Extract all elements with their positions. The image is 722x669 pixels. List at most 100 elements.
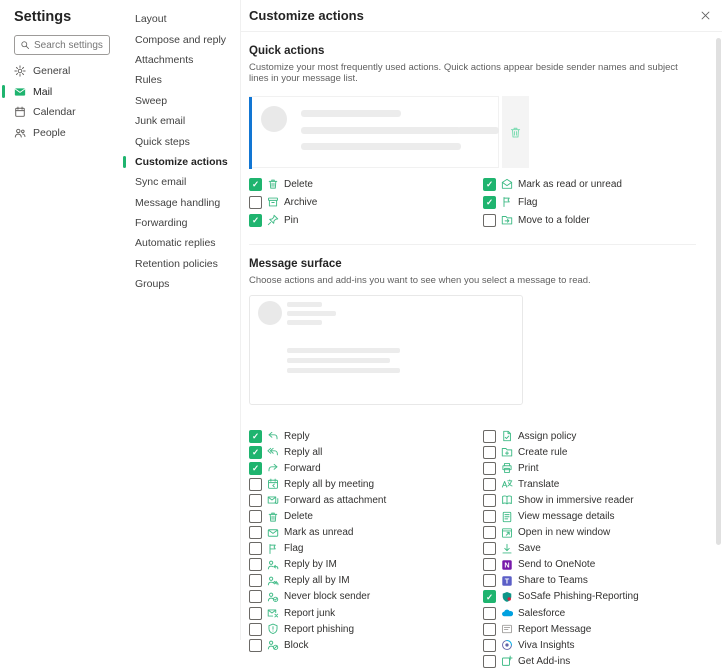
flag-icon (267, 543, 279, 555)
checkbox-label: Show in immersive reader (518, 494, 634, 506)
subnav-item[interactable]: Compose and reply (120, 29, 240, 49)
avatar (261, 106, 287, 132)
checkbox[interactable] (483, 558, 496, 572)
subnav-item[interactable]: Forwarding (120, 213, 240, 233)
checkbox[interactable] (483, 195, 496, 209)
checkbox[interactable] (483, 542, 496, 556)
message-surface-options: Reply Reply all Forward Reply all by mee… (249, 428, 696, 669)
checkbox[interactable] (249, 622, 262, 636)
checkbox-row: SoSafe Phishing-Reporting (483, 589, 696, 605)
checkbox[interactable] (249, 213, 262, 227)
checkbox[interactable] (483, 213, 496, 227)
meeting-icon (267, 478, 279, 490)
checkbox-row: Reply all by IM (249, 573, 483, 589)
checkbox-label: Archive (284, 196, 318, 208)
settings-sidebar: Settings General Mail Calendar People (0, 0, 120, 640)
subnav-item-label: Forwarding (135, 217, 188, 230)
checkbox[interactable] (483, 638, 496, 652)
checkbox[interactable] (483, 590, 496, 604)
sidebar-item[interactable]: Mail (0, 82, 120, 103)
checkbox-row: Translate (483, 476, 696, 492)
checkbox-row: Mark as read or unread (483, 175, 696, 193)
checkbox[interactable] (483, 622, 496, 636)
checkbox[interactable] (249, 177, 262, 191)
checkbox[interactable] (483, 606, 496, 620)
illustration-selection-bar (249, 97, 252, 169)
checkbox[interactable] (483, 461, 496, 475)
checkbox[interactable] (483, 493, 496, 507)
subnav-item[interactable]: Sweep (120, 91, 240, 111)
checkbox[interactable] (249, 606, 262, 620)
scrollbar-thumb[interactable] (716, 38, 721, 545)
checkbox[interactable] (483, 177, 496, 191)
subnav-item[interactable]: Rules (120, 70, 240, 90)
checkbox[interactable] (483, 654, 496, 668)
sidebar-item[interactable]: People (0, 123, 120, 144)
subnav-item[interactable]: Message handling (120, 193, 240, 213)
checkbox-label: Reply (284, 430, 310, 442)
checkbox[interactable] (483, 445, 496, 459)
subnav-item-label: Sync email (135, 176, 187, 189)
sidebar-item-label: People (33, 126, 66, 139)
checkbox-row: Get Add-ins (483, 653, 696, 669)
checkbox-label: Forward as attachment (284, 494, 387, 506)
checkbox[interactable] (249, 638, 262, 652)
subnav-item[interactable]: Customize actions (120, 152, 240, 172)
subnav-item[interactable]: Junk email (120, 111, 240, 131)
checkbox-row: Archive (249, 193, 483, 211)
placeholder-line (287, 311, 336, 316)
subnav-item[interactable]: Groups (120, 274, 240, 294)
viva-icon (501, 639, 513, 651)
checkbox[interactable] (483, 510, 496, 524)
illustration-quick-action-icons (448, 104, 484, 114)
subnav-item[interactable]: Retention policies (120, 254, 240, 274)
subnav-item[interactable]: Attachments (120, 50, 240, 70)
checkbox[interactable] (249, 445, 262, 459)
report-junk-icon (267, 607, 279, 619)
quick-actions-description: Customize your most frequently used acti… (249, 62, 678, 84)
settings-search[interactable] (14, 35, 110, 55)
checkbox-label: Save (518, 543, 541, 555)
subnav-item[interactable]: Layout (120, 9, 240, 29)
checkbox[interactable] (249, 195, 262, 209)
checkbox[interactable] (483, 574, 496, 588)
checkbox[interactable] (249, 477, 262, 491)
checkbox[interactable] (249, 461, 262, 475)
checkbox[interactable] (249, 542, 262, 556)
sosafe-icon (501, 591, 513, 603)
checkbox[interactable] (483, 429, 496, 443)
quick-actions-options: Delete Archive Pin Mark as rea (249, 175, 696, 229)
checkbox[interactable] (483, 526, 496, 540)
window-icon (501, 527, 513, 539)
im-icon (267, 559, 279, 571)
checkbox-row: Print (483, 460, 696, 476)
checkbox-label: Reply all by meeting (284, 478, 375, 490)
checkbox-label: Report Message (518, 623, 592, 635)
checkbox[interactable] (249, 574, 262, 588)
checkbox[interactable] (249, 590, 262, 604)
checkbox[interactable] (249, 510, 262, 524)
close-button[interactable] (696, 7, 714, 25)
checkbox[interactable] (249, 493, 262, 507)
im-all-icon (267, 575, 279, 587)
checkbox[interactable] (249, 429, 262, 443)
subnav-item[interactable]: Automatic replies (120, 233, 240, 253)
checkbox-label: View message details (518, 511, 615, 523)
checkbox-label: Share to Teams (518, 575, 588, 587)
sidebar-item[interactable]: Calendar (0, 102, 120, 123)
move-folder-icon (501, 214, 513, 226)
subnav-item[interactable]: Sync email (120, 172, 240, 192)
checkbox-label: Send to OneNote (518, 559, 596, 571)
settings-title: Settings (14, 9, 72, 25)
sidebar-item[interactable]: General (0, 61, 120, 82)
checkbox[interactable] (249, 558, 262, 572)
quick-actions-heading: Quick actions (249, 45, 325, 57)
checkbox[interactable] (483, 477, 496, 491)
subnav-item-label: Quick steps (135, 135, 190, 148)
subnav-item[interactable]: Quick steps (120, 131, 240, 151)
illustration-message-card (249, 96, 499, 169)
checkbox[interactable] (249, 526, 262, 540)
checkbox-row: Salesforce (483, 605, 696, 621)
checkbox-label: Viva Insights (518, 639, 575, 651)
search-input[interactable] (34, 39, 104, 51)
